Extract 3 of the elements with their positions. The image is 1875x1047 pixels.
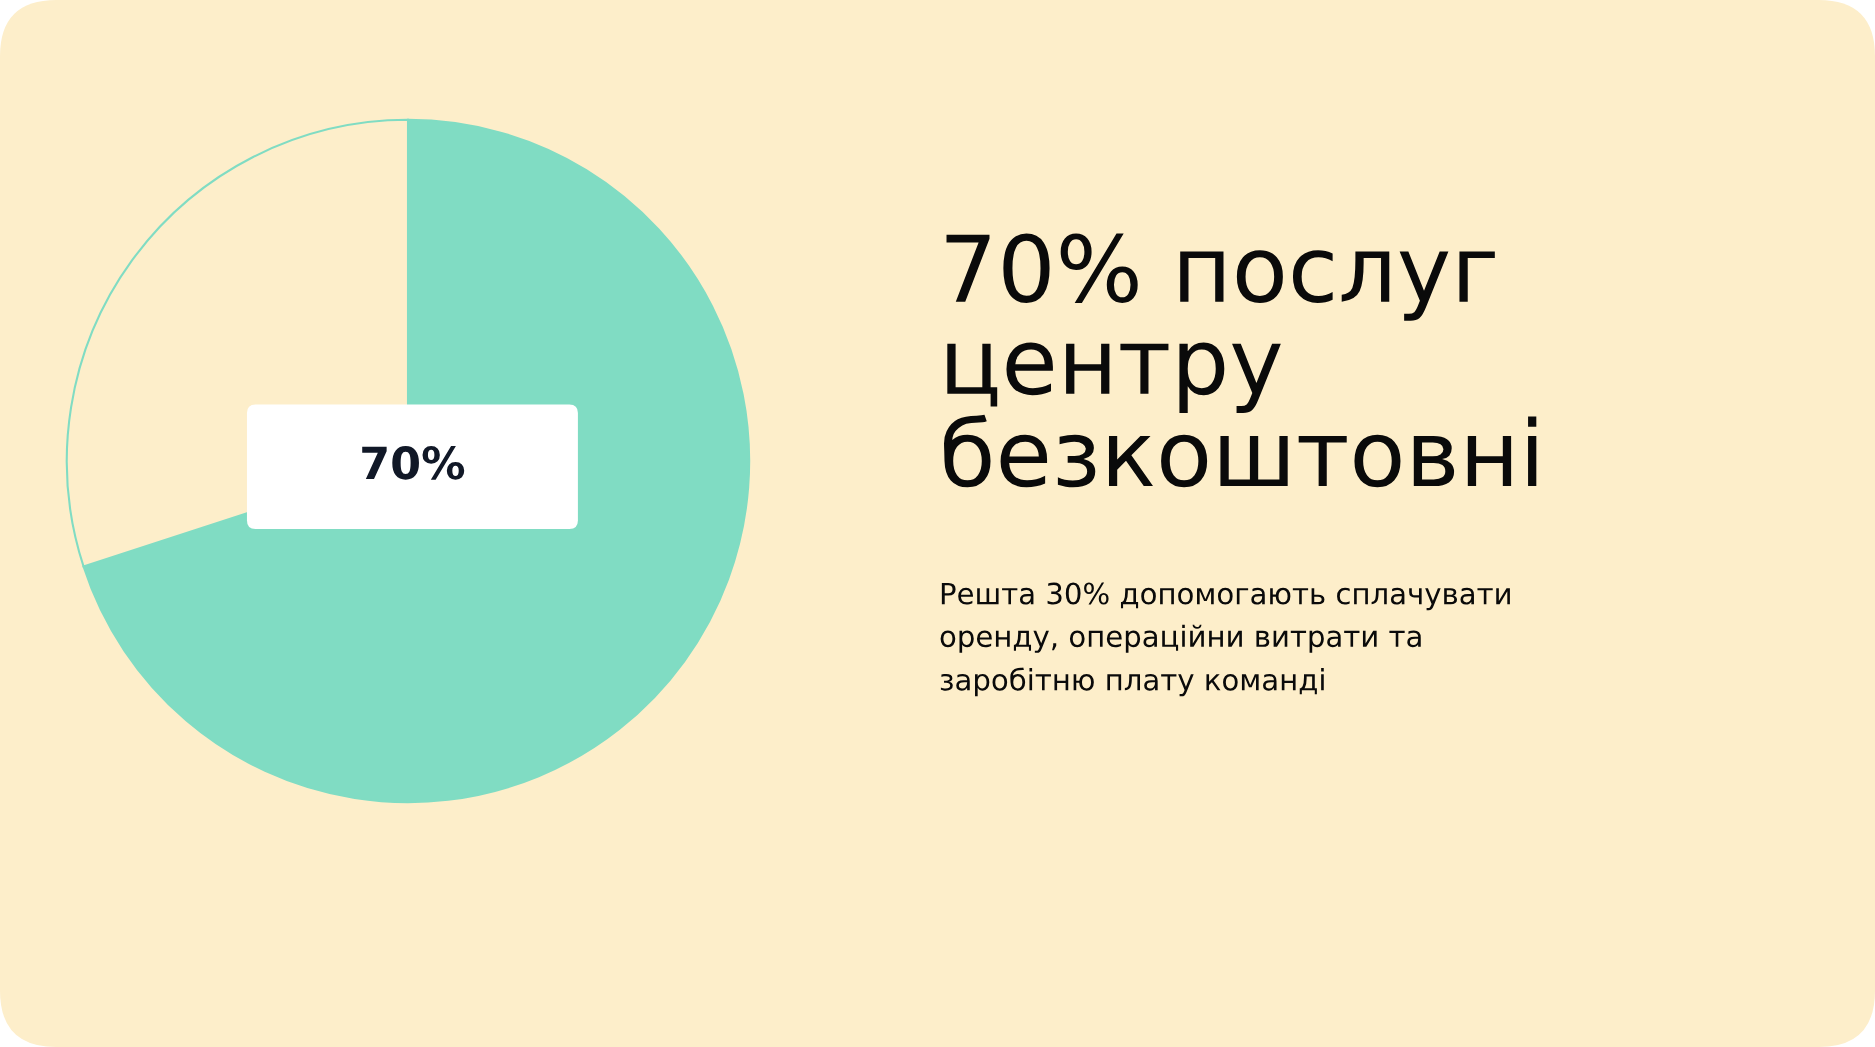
text: Решта 30% допомогають сплачувати оренду, операційни витрати та заробітню плату команді: [940, 582, 1510, 697]
data-label: 70%: [362, 446, 465, 480]
text: 70% послуг центру безкоштовні: [944, 233, 1537, 488]
